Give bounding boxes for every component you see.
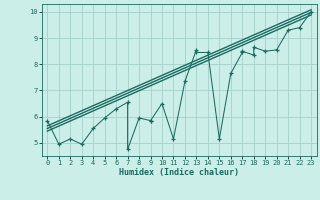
X-axis label: Humidex (Indice chaleur): Humidex (Indice chaleur) xyxy=(119,168,239,177)
